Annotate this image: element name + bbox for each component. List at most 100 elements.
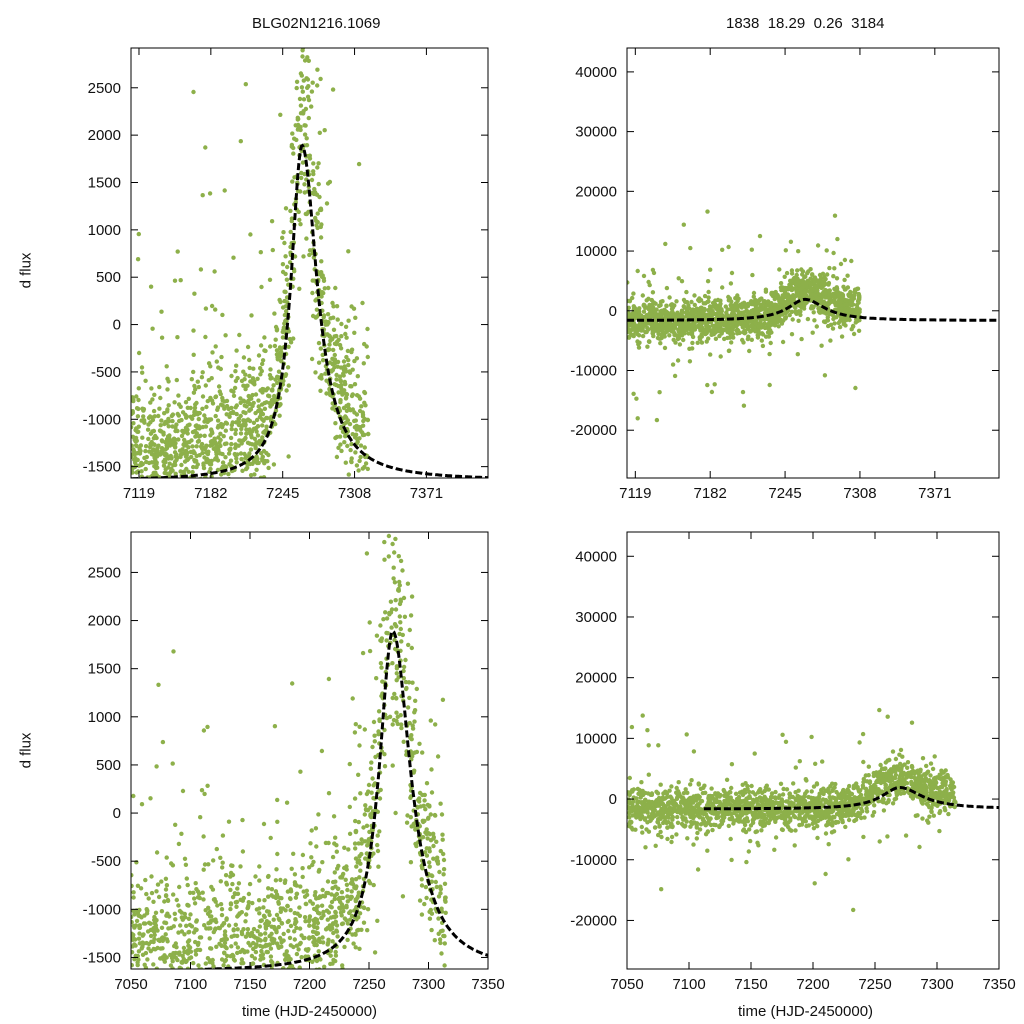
data-point: [830, 326, 836, 331]
data-point: [819, 285, 824, 291]
data-point: [238, 478, 242, 482]
data-point: [255, 929, 260, 934]
data-point: [253, 874, 258, 879]
data-point: [821, 291, 826, 296]
data-point: [812, 318, 817, 323]
data-point: [856, 300, 861, 305]
data-point: [162, 1001, 166, 1005]
data-point: [166, 379, 171, 384]
data-point: [313, 370, 318, 375]
data-point: [159, 503, 163, 507]
data-point: [236, 416, 242, 421]
data-point: [775, 314, 780, 319]
data-point: [178, 513, 182, 517]
data-point: [182, 459, 188, 464]
data-point: [313, 930, 318, 935]
data-point: [311, 169, 316, 174]
data-point: [266, 886, 271, 891]
data-point: [154, 966, 159, 969]
data-point: [180, 917, 185, 922]
data-point: [261, 956, 266, 961]
data-point: [251, 366, 256, 371]
data-point: [260, 423, 265, 428]
data-point: [290, 681, 295, 686]
data-points: [627, 707, 958, 913]
data-point: [368, 805, 373, 810]
data-point: [174, 1016, 178, 1020]
data-point: [795, 352, 800, 357]
data-point: [306, 58, 311, 63]
data-point: [722, 314, 727, 319]
data-point: [151, 1011, 155, 1015]
data-point: [323, 1003, 327, 1007]
data-point: [153, 457, 158, 463]
data-point: [330, 300, 335, 306]
data-point: [429, 879, 434, 884]
data-point: [252, 956, 258, 961]
data-point: [358, 425, 363, 430]
data-point: [441, 851, 446, 857]
data-point: [334, 377, 339, 382]
data-point: [203, 145, 208, 150]
data-point: [315, 67, 320, 72]
plot-frame: [626, 47, 1000, 479]
data-point: [377, 829, 382, 834]
data-point: [265, 874, 271, 879]
data-point: [708, 267, 713, 272]
data-point: [174, 481, 178, 485]
data-point: [417, 790, 423, 796]
data-point: [177, 971, 181, 975]
data-point: [422, 798, 427, 803]
data-point: [717, 333, 722, 339]
data-point: [392, 691, 397, 697]
data-point: [671, 337, 676, 342]
data-point: [271, 462, 277, 467]
data-point: [201, 461, 206, 466]
data-point: [768, 306, 774, 312]
data-point: [249, 994, 253, 998]
data-point: [381, 617, 386, 622]
data-point: [170, 412, 176, 417]
data-point: [140, 944, 145, 949]
data-point: [154, 977, 158, 981]
data-point: [194, 919, 199, 924]
data-point: [636, 345, 642, 350]
data-point: [307, 156, 313, 161]
data-point: [216, 516, 220, 520]
data-point: [345, 443, 350, 449]
data-point: [778, 281, 784, 286]
data-point: [366, 842, 371, 847]
data-point: [313, 315, 318, 320]
data-point: [429, 790, 435, 795]
data-point: [391, 576, 396, 581]
data-point: [849, 258, 854, 264]
data-point: [363, 856, 368, 861]
data-point: [157, 428, 163, 433]
data-point: [728, 281, 734, 286]
data-point: [211, 858, 216, 863]
data-point: [219, 402, 224, 407]
data-point: [267, 973, 271, 977]
data-point: [150, 989, 154, 993]
data-point: [322, 128, 327, 133]
data-point: [789, 332, 795, 337]
data-point: [362, 464, 367, 470]
data-point: [773, 302, 778, 307]
data-point: [239, 957, 245, 962]
data-point: [247, 357, 252, 363]
data-point: [375, 842, 380, 848]
data-point: [392, 550, 397, 555]
data-point: [170, 418, 175, 424]
data-point: [279, 940, 284, 945]
data-point: [735, 293, 740, 298]
data-point: [180, 503, 184, 507]
data-point: [228, 491, 232, 495]
data-point: [199, 441, 205, 447]
data-point: [161, 430, 166, 435]
data-point: [346, 847, 351, 852]
data-point: [138, 969, 142, 973]
data-point: [191, 890, 196, 895]
data-point: [297, 96, 303, 102]
data-point: [414, 843, 419, 849]
data-point: [280, 305, 286, 310]
